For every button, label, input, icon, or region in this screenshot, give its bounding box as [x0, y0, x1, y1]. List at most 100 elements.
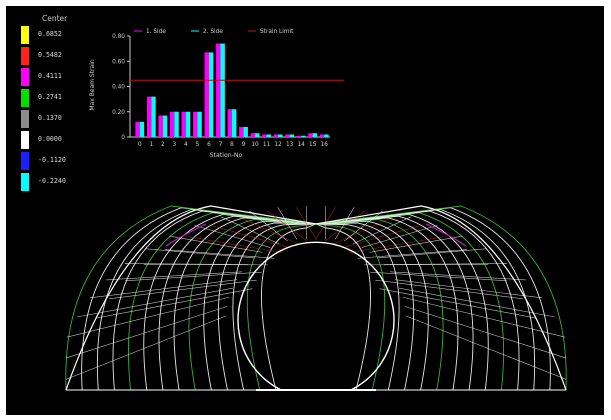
mesh-strain-highlight [165, 223, 207, 247]
mesh-outer-boundary [65, 205, 317, 391]
legend-row: 0.1370 [16, 110, 86, 131]
mesh-spoke [370, 271, 507, 282]
mesh-spoke [361, 225, 438, 248]
mesh-arc [315, 215, 474, 391]
bar-side-1 [146, 96, 152, 137]
mesh-arc [173, 217, 317, 391]
mesh-spoke [277, 207, 298, 240]
x-tick-label: 8 [230, 142, 234, 148]
mesh-spoke [96, 288, 253, 319]
bar-side-2 [232, 109, 237, 137]
x-tick-label: 7 [219, 142, 223, 148]
chart-legend-label: Strain Limit [260, 29, 294, 35]
bar-side-1 [135, 121, 140, 137]
y-tick-label: 0.20 [112, 110, 125, 116]
legend-value: 0.1370 [38, 114, 62, 122]
legend-value: 0.2741 [38, 93, 62, 101]
mesh-spoke [402, 296, 566, 338]
mesh-spoke [379, 288, 536, 319]
mesh-spoke [109, 279, 257, 300]
x-tick-label: 5 [196, 142, 200, 148]
mesh-right-half [96, 205, 567, 391]
bar-side-2 [266, 134, 271, 137]
chart-legend-label: 2. Side [203, 29, 223, 35]
mesh-arc [81, 207, 317, 391]
mesh-arc [158, 215, 317, 391]
x-tick-label: 13 [286, 142, 294, 148]
mesh-spoke [344, 210, 384, 242]
mesh-arc [112, 210, 317, 391]
x-tick-label: 2 [161, 142, 165, 148]
bar-side-1 [250, 133, 256, 137]
x-tick-label: 16 [321, 142, 329, 148]
bar-side-1 [216, 43, 221, 138]
mesh-arc [143, 214, 317, 391]
legend-row: 0.6852 [16, 26, 86, 47]
mesh-arc [315, 210, 520, 391]
chart-ylabel: Max Beam Strain [89, 59, 96, 111]
strain-bar-chart: Max Beam Strain Station-No 0 0.20 0.40 0.60… [89, 29, 344, 159]
mesh-spoke [389, 271, 526, 281]
bar-side-2 [151, 96, 156, 137]
legend-title: Center [42, 14, 68, 23]
mesh-arc [203, 220, 317, 391]
x-tick-label: 9 [242, 142, 246, 148]
mesh-arc [315, 205, 567, 391]
mesh-arc [315, 222, 415, 391]
chart-xlabel: Station-No [210, 152, 243, 159]
mesh-spoke [395, 279, 543, 299]
mesh-arc [65, 205, 317, 391]
mesh-spoke [324, 210, 365, 242]
bar-side-1 [204, 52, 209, 137]
mesh-arc [315, 212, 505, 391]
mesh-arc [232, 223, 317, 391]
bar-side-2 [301, 135, 306, 137]
mesh-spoke [221, 216, 280, 245]
mesh-arc [97, 208, 317, 391]
bar-side-2 [289, 134, 295, 137]
mesh-arc [315, 223, 371, 391]
legend-rows: 0.6852 0.5482 0.4111 0.2741 0.1370 0.0000 -0.1… [16, 26, 86, 194]
y-tick-label: 0.80 [112, 34, 125, 40]
legend-swatch [21, 68, 29, 86]
legend-swatch [21, 152, 29, 170]
legend-row: 0.5482 [16, 47, 86, 68]
y-tick-label: 0.40 [112, 85, 125, 91]
mesh-arc [246, 223, 317, 391]
bar-side-2 [255, 133, 260, 137]
mesh-spoke [89, 279, 237, 299]
bar-side-1 [227, 109, 232, 137]
y-tick-label: 0 [121, 135, 125, 141]
bar-side-2 [197, 111, 202, 137]
mesh-spoke [65, 315, 227, 380]
mesh-spoke [239, 217, 299, 245]
mesh-arc [315, 223, 400, 391]
bar-side-2 [174, 111, 179, 137]
legend-value: -0.2240 [38, 177, 66, 185]
x-tick-label: 3 [173, 142, 177, 148]
mesh-spoke [342, 225, 419, 249]
bar-side-2 [243, 126, 248, 137]
mesh-spoke [213, 225, 290, 249]
mesh-spoke [164, 249, 275, 259]
mesh-arc [315, 219, 444, 391]
x-tick-label: 14 [297, 142, 305, 148]
legend-value: 0.5482 [38, 51, 62, 59]
legend-row: 0.4111 [16, 68, 86, 89]
bar-side-1 [296, 135, 302, 137]
mesh-arc [315, 214, 489, 391]
legend-row: -0.2240 [16, 173, 86, 194]
mesh-arc [188, 219, 317, 391]
bar-side-2 [324, 134, 329, 137]
mesh-spoke [169, 235, 263, 253]
legend-row: 0.2741 [16, 89, 86, 110]
chart-legend-label: 1. Side [146, 29, 166, 35]
mesh-arc [315, 223, 386, 391]
x-tick-label: 10 [251, 142, 259, 148]
bar-side-2 [312, 133, 318, 137]
mesh-arc [127, 212, 317, 391]
bar-side-1 [169, 111, 175, 137]
mesh-spoke [267, 210, 308, 242]
mesh-arc [217, 222, 317, 391]
